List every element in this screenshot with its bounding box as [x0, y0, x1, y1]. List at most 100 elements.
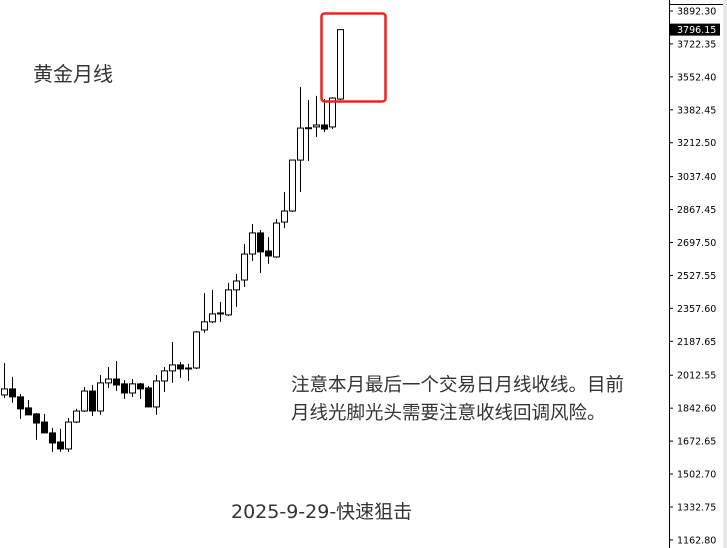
- candle: [313, 95, 320, 137]
- candle: [73, 408, 80, 424]
- candle-body-bull: [81, 390, 88, 412]
- candle: [177, 361, 184, 378]
- candle-body-bull: [129, 383, 136, 394]
- candle: [33, 412, 40, 440]
- candle: [57, 428, 64, 452]
- candle: [273, 218, 280, 258]
- candle: [321, 99, 328, 132]
- candle-body-bull: [297, 127, 304, 161]
- candle: [169, 342, 176, 383]
- candle-body-bull: [105, 378, 112, 384]
- candle-body-bull: [329, 97, 336, 128]
- y-tick-label: 3037.40: [677, 172, 716, 183]
- footer-date-label: 2025-9-29-快速狙击: [231, 501, 413, 523]
- candle-body-bear: [9, 388, 16, 398]
- candle: [17, 393, 24, 419]
- candle: [41, 413, 48, 434]
- y-tick-label: 3552.40: [677, 72, 716, 83]
- y-tick-label: 3382.45: [677, 105, 716, 116]
- candle-body-bear: [185, 367, 192, 370]
- candle: [81, 386, 88, 412]
- candle: [257, 230, 264, 274]
- candle: [201, 292, 208, 333]
- highlight-box: [320, 12, 387, 103]
- y-tick-label: 1332.75: [677, 502, 716, 513]
- candle: [89, 385, 96, 417]
- candle: [193, 330, 200, 369]
- candle-body-bear: [321, 124, 328, 130]
- candle-body-bull: [249, 232, 256, 255]
- y-tick-label: 2697.50: [677, 238, 716, 249]
- y-tick-label: 3892.30: [677, 6, 716, 17]
- candle: [225, 282, 232, 317]
- candle-body-bear: [121, 383, 128, 394]
- candle: [337, 29, 344, 100]
- candle-body-bear: [49, 432, 56, 444]
- candle: [209, 289, 216, 324]
- candle-body-bull: [193, 331, 200, 369]
- y-tick-label: 2527.55: [677, 271, 716, 282]
- candle: [97, 374, 104, 415]
- candle-body-bear: [265, 250, 272, 257]
- candle: [1, 362, 8, 399]
- candle-body-bear: [145, 387, 152, 408]
- candle: [289, 159, 296, 212]
- y-tick-label: 1842.60: [677, 404, 716, 415]
- candle: [113, 361, 120, 392]
- candle-body-bull: [65, 421, 72, 450]
- annotation-note: 注意本月最后一个交易日月线收线。目前 月线光脚光头需要注意收线回调风险。: [291, 372, 624, 428]
- note-line-1: 注意本月最后一个交易日月线收线。目前: [291, 375, 625, 396]
- y-tick-label: 1672.65: [677, 437, 716, 448]
- candle: [249, 224, 256, 262]
- y-tick-label: 2187.65: [677, 337, 716, 348]
- candle-body-bear: [137, 383, 144, 390]
- current-price-label: 3796.15: [677, 25, 716, 36]
- candle: [161, 367, 168, 393]
- candle-body-bull: [233, 280, 240, 291]
- candle-body-bull: [161, 370, 168, 382]
- current-price-tag: [670, 23, 720, 36]
- candle-body-bull: [241, 253, 248, 281]
- candle: [281, 192, 288, 229]
- candle-body-bull: [337, 29, 344, 100]
- candle: [233, 274, 240, 307]
- candle-body-bull: [153, 380, 160, 408]
- candle-body-bear: [33, 413, 40, 424]
- y-tick-label: 1502.70: [677, 470, 716, 481]
- candle-body-bull: [217, 312, 224, 315]
- chart-title: 黄金月线: [33, 62, 113, 86]
- y-tick-label: 3722.35: [677, 39, 716, 50]
- candle-body-bull: [273, 222, 280, 258]
- y-tick-label: 2357.60: [677, 304, 716, 315]
- candle-body-bear: [113, 378, 120, 386]
- candle-body-bull: [289, 159, 296, 212]
- candle-body-bear: [17, 396, 24, 410]
- candle: [49, 427, 56, 452]
- candle-body-bull: [305, 127, 312, 130]
- candle-body-bull: [281, 210, 288, 223]
- candle: [185, 363, 192, 381]
- candle: [129, 379, 136, 398]
- scrollbar[interactable]: [723, 0, 727, 548]
- candle-body-bear: [57, 441, 64, 450]
- candle: [153, 374, 160, 415]
- candle: [241, 243, 248, 287]
- candle-body-bull: [209, 313, 216, 323]
- candle: [305, 99, 312, 162]
- candle: [121, 379, 128, 399]
- candle: [265, 236, 272, 264]
- candle-body-bull: [73, 410, 80, 423]
- candle-body-bull: [97, 382, 104, 412]
- y-tick-label: 3212.50: [677, 138, 716, 149]
- note-line-2: 月线光脚光头需要注意收线回调风险。: [291, 403, 606, 424]
- candle-body-bear: [177, 364, 184, 370]
- candle: [217, 301, 224, 322]
- candle-body-bull: [1, 388, 8, 396]
- candle: [9, 376, 16, 403]
- candle-body-bull: [313, 124, 320, 128]
- candle-body-bull: [201, 321, 208, 331]
- candle: [137, 382, 144, 399]
- y-tick-label: 2012.55: [677, 371, 716, 382]
- candle: [105, 367, 112, 388]
- y-tick-label: 1162.80: [677, 535, 716, 546]
